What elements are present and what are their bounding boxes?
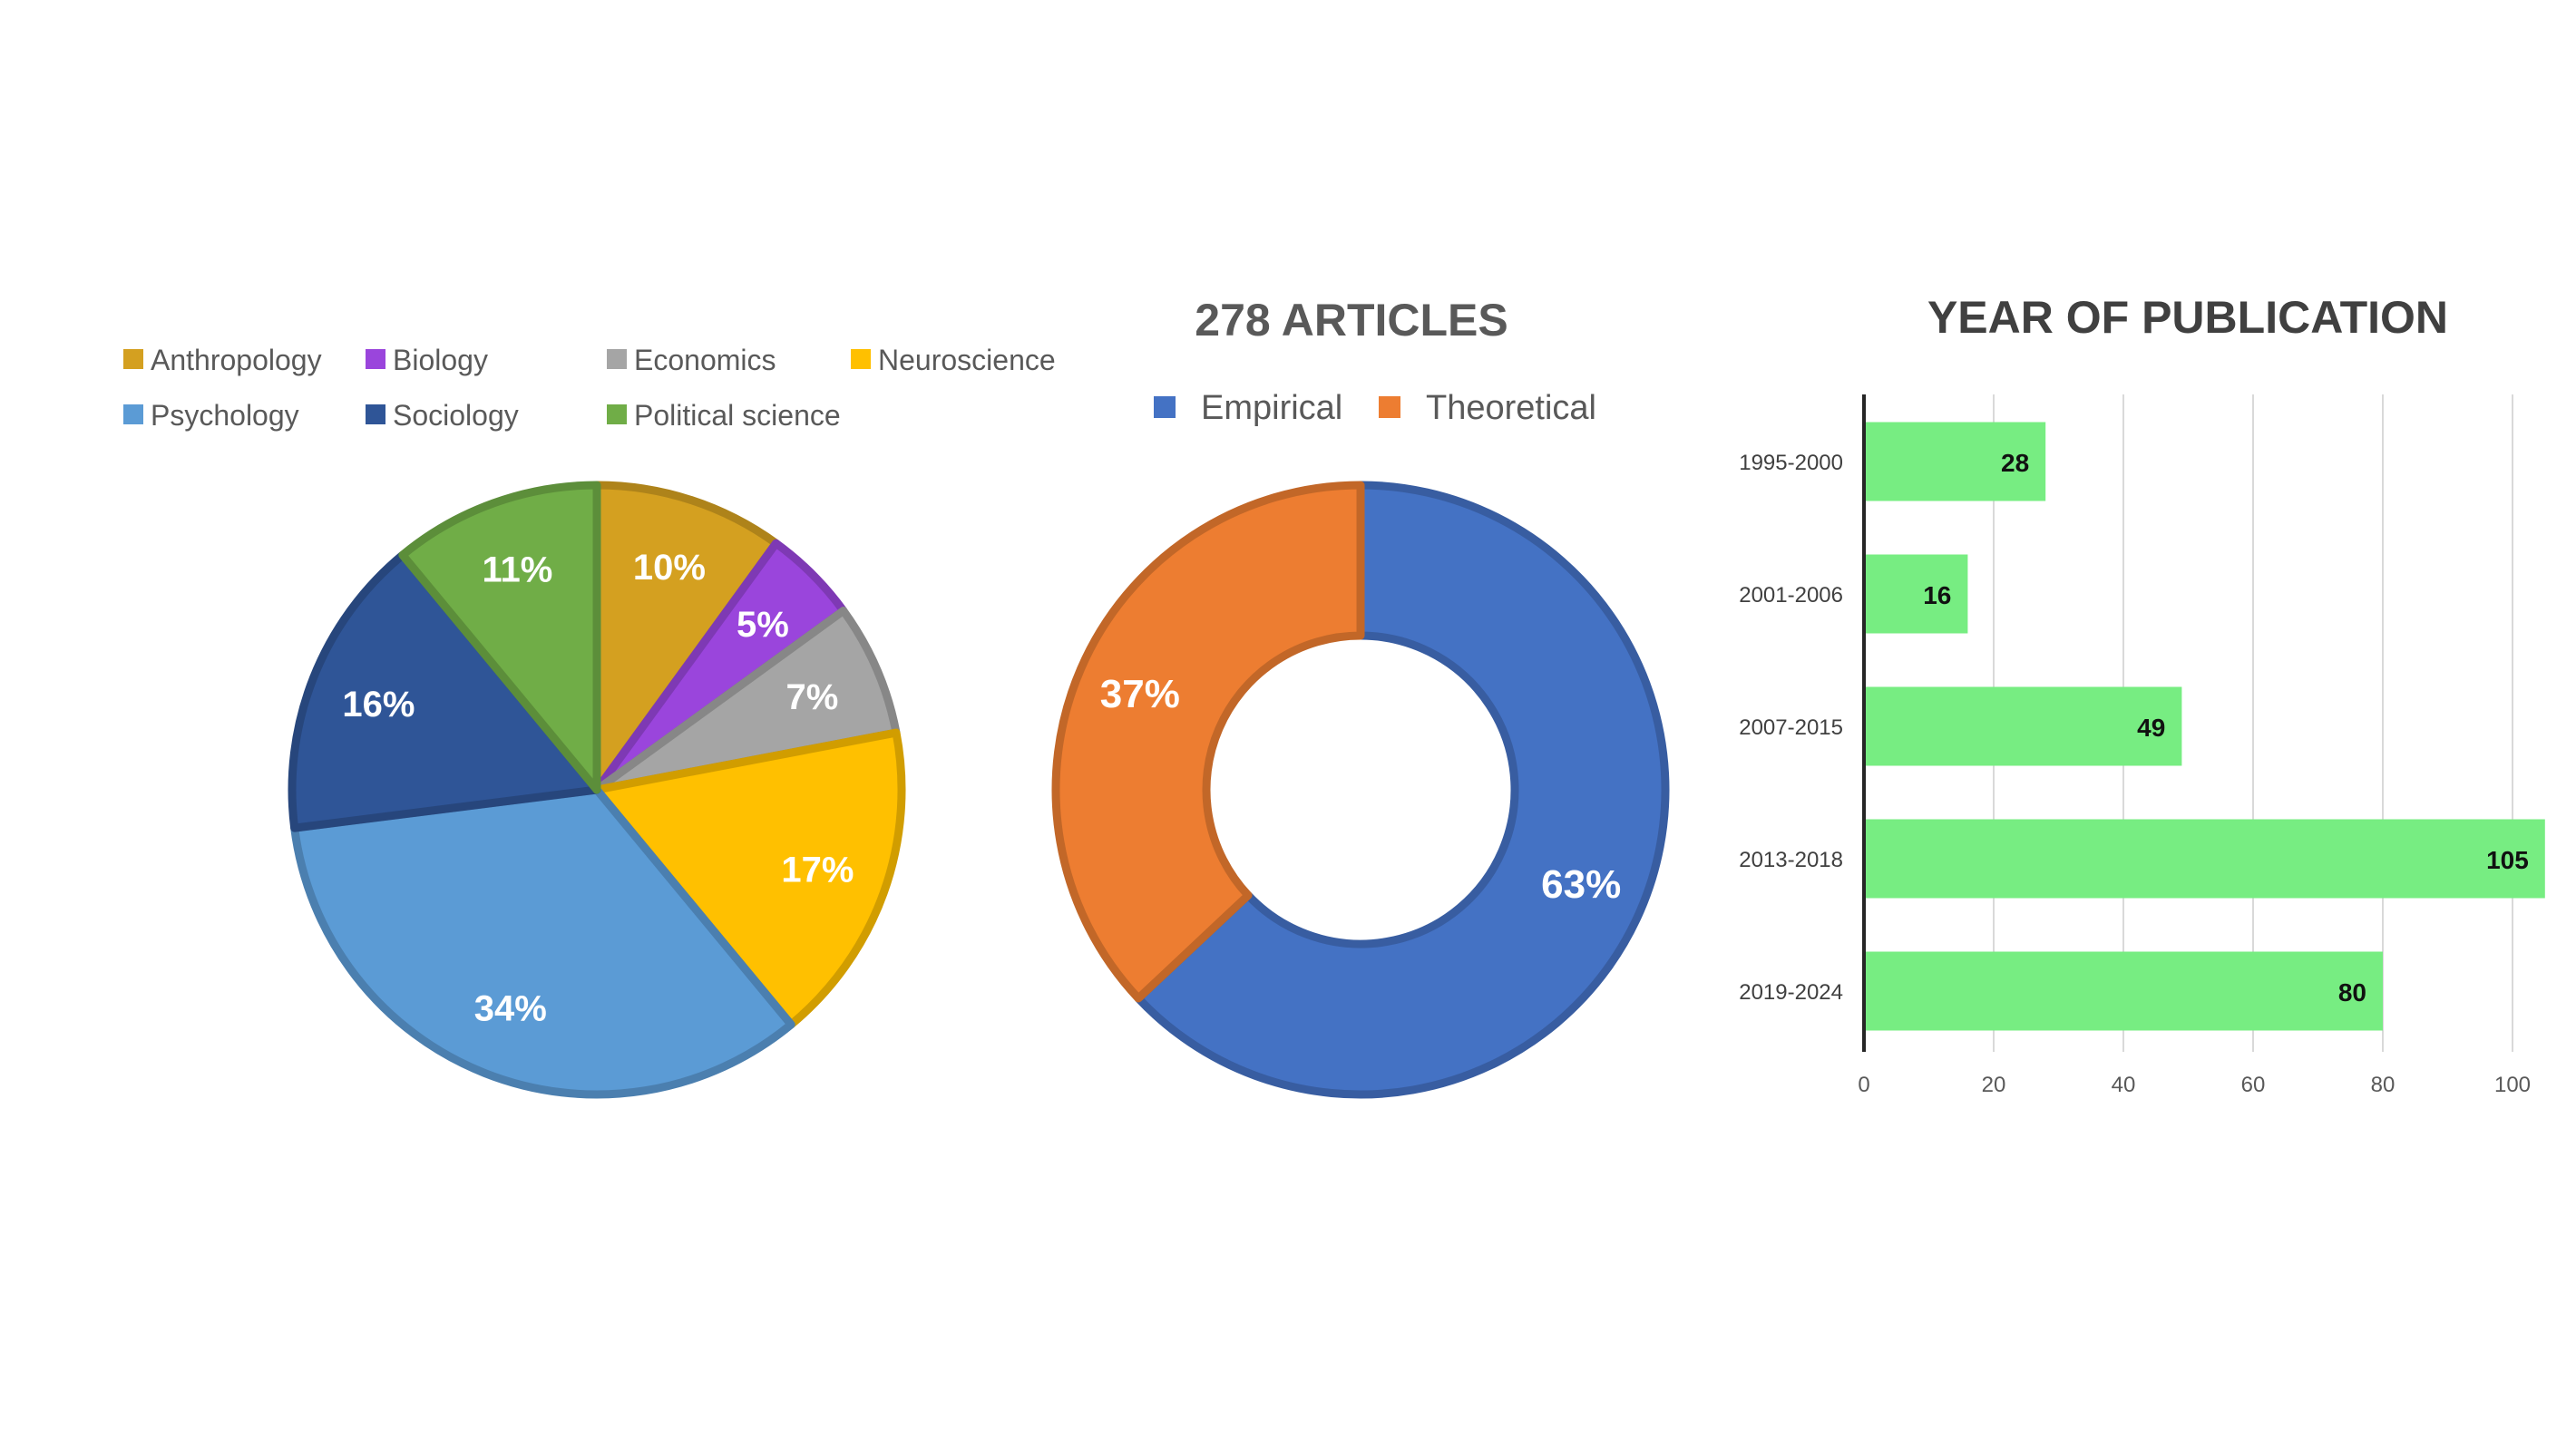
x-tick-label: 80 (2371, 1073, 2395, 1097)
pie-slice-sociology (288, 550, 601, 832)
legend-swatch-anthropology (123, 349, 143, 369)
data-label: 105 (2486, 846, 2529, 874)
legend-swatch-sociology (366, 404, 385, 424)
bar-2001-2006 (1864, 554, 1968, 634)
discipline-pie-chart: Anthropology Biology Economics Neuroscience… (123, 344, 1056, 1099)
pie-slice-political-science (398, 481, 601, 794)
y-tick-label: 1995-2000 (1739, 451, 1843, 475)
year-of-publication-bar-chart: YEAR OF PUBLICATION 0 20 40 60 80 100 1995-2000… (1739, 292, 2545, 1097)
y-tick-label: 2019-2024 (1739, 980, 1843, 1005)
legend-swatch-political-science (607, 404, 627, 424)
x-tick-label: 60 (2241, 1073, 2266, 1097)
bar-1995-2000 (1864, 422, 2046, 501)
pie-slice-psychology (290, 785, 795, 1099)
data-label-anthropology: 10% (633, 548, 706, 588)
legend-swatch-biology (366, 349, 385, 369)
y-tick-label: 2007-2015 (1739, 715, 1843, 740)
bar-2007-2015 (1864, 686, 2182, 766)
legend-label-anthropology: Anthropology (151, 344, 322, 376)
chart-title: YEAR OF PUBLICATION (1927, 292, 2448, 343)
data-label-empirical: 63% (1541, 862, 1621, 907)
legend-label-biology: Biology (393, 344, 488, 376)
y-tick-label: 2001-2006 (1739, 583, 1843, 608)
y-tick-label: 2013-2018 (1739, 848, 1843, 872)
bar-2019-2024 (1864, 951, 2383, 1031)
data-label: 16 (1923, 581, 1951, 609)
data-label-psychology: 34% (474, 989, 547, 1029)
legend-label-economics: Economics (634, 344, 776, 376)
legend-swatch-neuroscience (851, 349, 871, 369)
x-tick-label: 40 (2112, 1073, 2136, 1097)
legend-label-neuroscience: Neuroscience (878, 344, 1056, 376)
data-label: 80 (2338, 978, 2366, 1007)
legend-label-psychology: Psychology (151, 399, 299, 432)
legend-label-theoretical: Theoretical (1426, 389, 1596, 427)
legend-swatch-empirical (1154, 396, 1176, 418)
x-tick-label: 100 (2494, 1073, 2531, 1097)
legend-swatch-theoretical (1379, 396, 1400, 418)
x-tick-label: 20 (1982, 1073, 2006, 1097)
x-tick-label: 0 (1858, 1073, 1869, 1097)
data-label: 49 (2137, 714, 2165, 742)
legend-label-political-science: Political science (634, 399, 841, 432)
donut-slice-empirical (1134, 481, 1670, 1099)
data-label: 28 (2001, 449, 2029, 477)
data-label-sociology: 16% (342, 685, 415, 724)
pie-slice-neuroscience (592, 728, 906, 1029)
legend-swatch-economics (607, 349, 627, 369)
data-label-biology: 5% (737, 605, 789, 645)
bar-2013-2018 (1864, 819, 2545, 899)
data-label-economics: 7% (785, 677, 838, 717)
legend-label-sociology: Sociology (393, 399, 519, 432)
chart-title: 278 ARTICLES (1195, 295, 1508, 345)
data-label-theoretical: 37% (1100, 672, 1180, 716)
legend-swatch-psychology (123, 404, 143, 424)
article-type-donut-chart: 278 ARTICLES Empirical Theoretical 63% 37% (1051, 295, 1670, 1099)
donut-slice-theoretical (1051, 481, 1365, 1003)
data-label-political-science: 11% (482, 550, 552, 590)
data-label-neuroscience: 17% (781, 851, 854, 890)
legend-label-empirical: Empirical (1201, 389, 1342, 427)
pie-slice-anthropology (592, 481, 780, 794)
